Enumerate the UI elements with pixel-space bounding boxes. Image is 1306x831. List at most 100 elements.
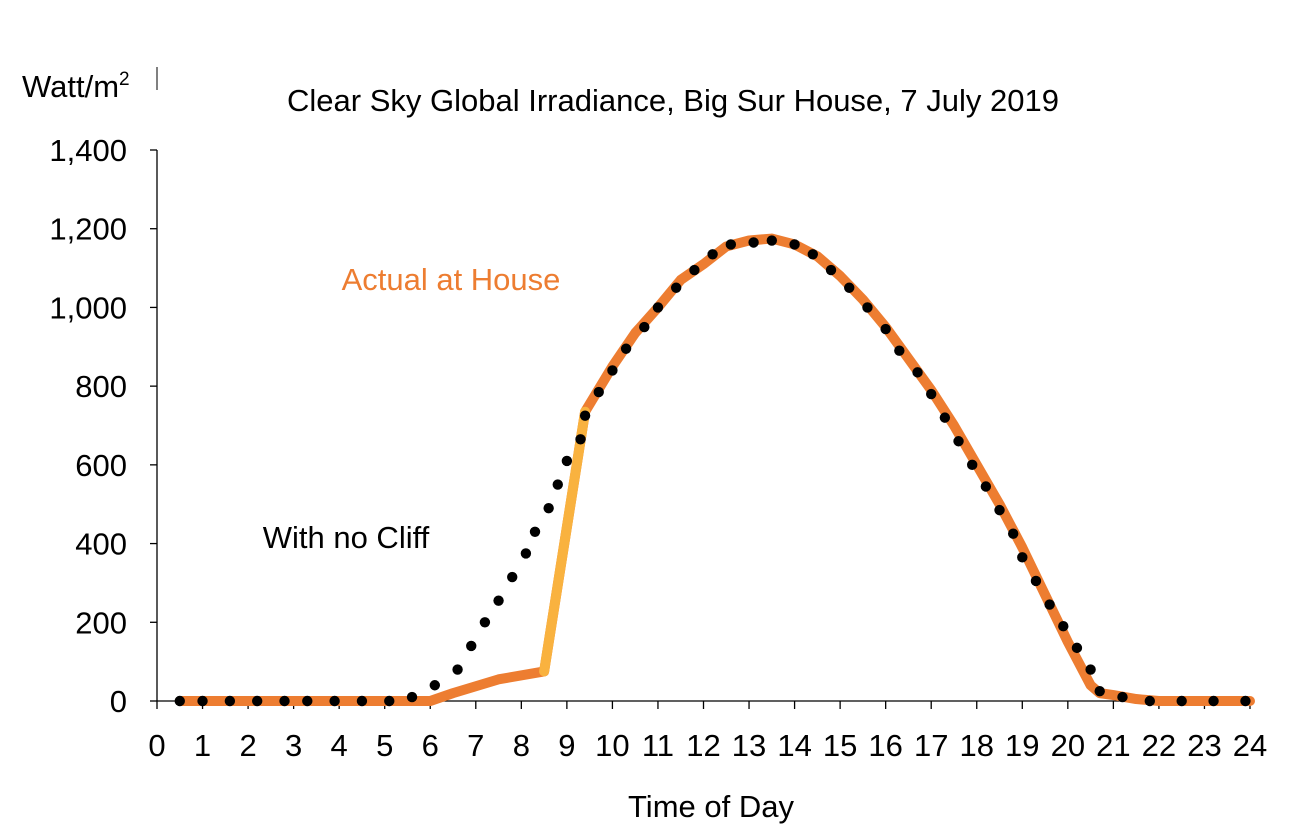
chart-title: Clear Sky Global Irradiance, Big Sur Hou… xyxy=(287,83,1059,118)
x-tick-label: 24 xyxy=(1233,728,1267,763)
series-point-with-no-cliff xyxy=(479,617,491,628)
series-point-with-no-cliff xyxy=(953,436,964,447)
series-point-with-no-cliff xyxy=(789,239,800,250)
x-tick-label: 15 xyxy=(823,728,857,763)
x-tick-label: 13 xyxy=(732,728,766,763)
series-point-with-no-cliff xyxy=(302,695,313,707)
y-tick-label: 1,400 xyxy=(49,133,127,168)
x-tick-label: 4 xyxy=(331,728,348,763)
series-point-with-no-cliff xyxy=(529,526,541,537)
series-point-with-no-cliff xyxy=(1030,575,1042,587)
series-point-with-no-cliff xyxy=(575,434,586,445)
y-tick-label: 800 xyxy=(75,369,127,404)
series-point-with-no-cliff xyxy=(994,504,1005,516)
series-point-with-no-cliff xyxy=(593,386,604,398)
x-tick-label: 23 xyxy=(1187,728,1221,763)
series-point-with-no-cliff xyxy=(966,459,978,471)
series-point-with-no-cliff xyxy=(279,695,290,707)
series-point-with-no-cliff xyxy=(652,302,664,313)
series-segment-actual-rise xyxy=(539,406,591,677)
x-tick-label: 7 xyxy=(467,728,484,763)
annotations: Actual at House With no Cliff xyxy=(263,262,561,555)
x-tick-label: 22 xyxy=(1142,728,1176,763)
x-tick-label: 1 xyxy=(194,728,211,763)
y-axis-label-superscript: 2 xyxy=(119,69,130,90)
series-point-with-no-cliff xyxy=(452,664,463,675)
series-point-with-no-cliff xyxy=(639,321,650,333)
series-line-actual-at-house xyxy=(174,233,1255,706)
x-tick-label: 6 xyxy=(422,728,439,763)
series-point-with-no-cliff xyxy=(329,695,340,707)
series-point-with-no-cliff xyxy=(1176,695,1187,707)
annotation-actual-at-house: Actual at House xyxy=(342,262,561,297)
x-tick-label: 19 xyxy=(1005,728,1039,763)
x-tick-label: 2 xyxy=(239,728,256,763)
series-point-with-no-cliff xyxy=(748,237,759,248)
series-layer xyxy=(174,233,1255,707)
series-point-with-no-cliff xyxy=(825,264,837,276)
x-tick-label: 0 xyxy=(148,728,165,763)
series-point-with-no-cliff xyxy=(1058,621,1069,632)
series-point-with-no-cliff xyxy=(561,455,573,467)
y-tick-label: 0 xyxy=(110,684,127,719)
x-axis-label: Time of Day xyxy=(628,789,794,824)
series-point-with-no-cliff xyxy=(406,691,418,703)
series-point-with-no-cliff xyxy=(670,282,682,293)
x-tick-label: 10 xyxy=(595,728,629,763)
series-point-with-no-cliff xyxy=(384,695,395,707)
y-tick-label: 1,000 xyxy=(49,290,127,325)
x-tick-label: 5 xyxy=(376,728,393,763)
series-point-with-no-cliff xyxy=(1208,695,1219,707)
series-point-with-no-cliff xyxy=(579,410,591,421)
series-point-with-no-cliff xyxy=(689,264,700,276)
series-point-with-no-cliff xyxy=(894,345,905,356)
series-point-with-no-cliff xyxy=(766,235,778,246)
series-point-with-no-cliff xyxy=(466,640,477,652)
series-point-with-no-cliff xyxy=(552,479,563,490)
series-point-with-no-cliff xyxy=(1144,695,1156,707)
series-point-with-no-cliff xyxy=(520,548,532,559)
series-point-with-no-cliff xyxy=(1044,599,1055,610)
x-tick-label: 14 xyxy=(777,728,811,763)
series-point-with-no-cliff xyxy=(224,695,236,707)
x-tick-label: 11 xyxy=(642,728,674,763)
series-point-with-no-cliff xyxy=(912,367,923,378)
series-point-with-no-cliff xyxy=(507,571,518,583)
series-point-with-no-cliff xyxy=(880,323,891,335)
series-point-with-no-cliff xyxy=(1240,695,1251,707)
series-point-with-no-cliff xyxy=(607,365,618,376)
series-point-with-no-cliff xyxy=(429,680,441,691)
series-point-with-no-cliff xyxy=(844,282,855,293)
series-point-with-no-cliff xyxy=(707,249,718,260)
annotation-with-no-cliff: With no Cliff xyxy=(263,520,430,555)
x-tick-label: 17 xyxy=(914,728,948,763)
series-point-with-no-cliff xyxy=(174,695,185,707)
series-point-with-no-cliff xyxy=(1085,664,1096,675)
x-tick-label: 8 xyxy=(513,728,530,763)
y-axis-label-base: Watt/m xyxy=(22,69,119,104)
series-point-with-no-cliff xyxy=(1071,642,1083,654)
y-tick-label: 200 xyxy=(75,605,127,640)
y-axis-label: Watt/m2 xyxy=(22,69,130,104)
series-point-with-no-cliff xyxy=(725,239,737,250)
y-tick-label: 1,200 xyxy=(49,212,127,247)
series-point-with-no-cliff xyxy=(939,412,951,423)
y-tick-label: 600 xyxy=(75,448,127,483)
series-point-with-no-cliff xyxy=(620,343,632,354)
x-tick-label: 9 xyxy=(558,728,575,763)
series-point-with-no-cliff xyxy=(1117,691,1128,703)
x-tick-label: 12 xyxy=(686,728,720,763)
series-point-with-no-cliff xyxy=(493,595,504,606)
series-point-with-no-cliff xyxy=(356,695,368,707)
series-point-with-no-cliff xyxy=(980,481,992,492)
x-tick-label: 20 xyxy=(1051,728,1085,763)
x-tick-label: 18 xyxy=(960,728,994,763)
series-point-with-no-cliff xyxy=(926,388,937,400)
series-point-with-no-cliff xyxy=(251,695,263,707)
x-tick-label: 16 xyxy=(868,728,902,763)
series-point-with-no-cliff xyxy=(862,302,873,313)
series-point-with-no-cliff xyxy=(543,502,554,514)
series-point-with-no-cliff xyxy=(1017,552,1028,563)
